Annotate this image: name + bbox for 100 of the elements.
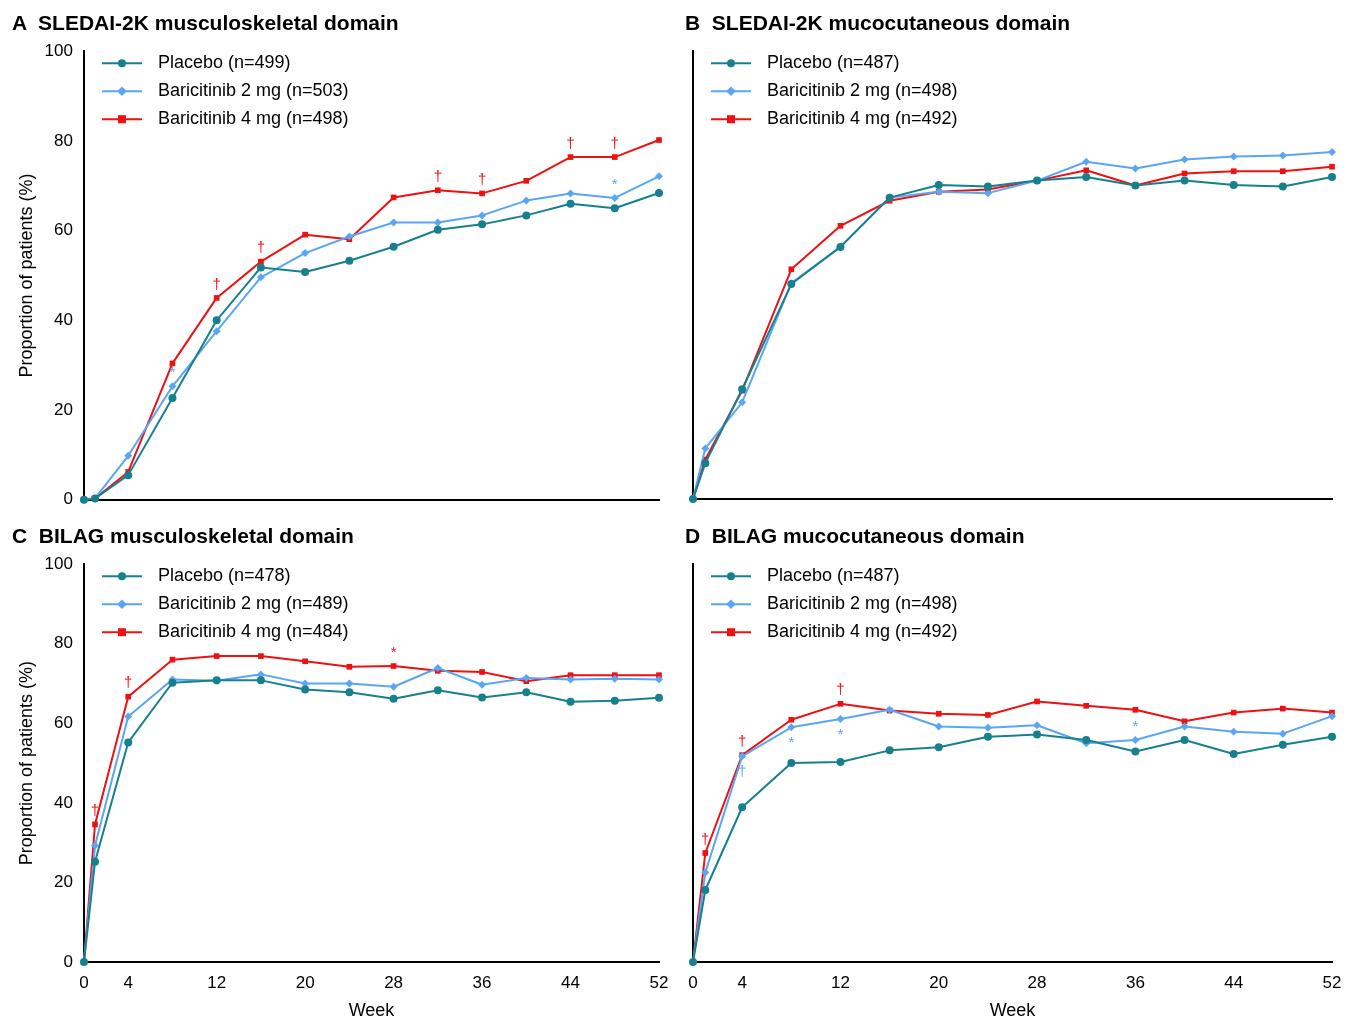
point xyxy=(934,743,943,752)
legend-label: Baricitinib 2 mg (n=498) xyxy=(767,593,958,614)
point xyxy=(738,398,747,407)
point xyxy=(1180,736,1189,745)
point xyxy=(701,868,710,877)
point xyxy=(787,759,796,768)
annotation: † xyxy=(433,166,442,184)
point xyxy=(1230,709,1237,716)
legend-label: Baricitinib 4 mg (n=484) xyxy=(157,621,349,642)
point xyxy=(124,738,133,747)
point xyxy=(168,393,177,402)
point xyxy=(1278,151,1287,160)
point xyxy=(1034,698,1040,705)
y-axis-title: Proportion of patients (%) xyxy=(15,173,36,378)
point xyxy=(478,220,487,229)
point xyxy=(836,757,845,766)
point xyxy=(610,696,619,705)
point xyxy=(934,722,943,731)
point xyxy=(478,693,487,702)
annotation: † xyxy=(701,829,710,847)
point xyxy=(1083,702,1090,709)
x-axis-title: Week xyxy=(989,1000,1037,1021)
point xyxy=(983,182,992,191)
point xyxy=(345,688,354,697)
point xyxy=(301,685,310,694)
annotation: † xyxy=(836,680,845,698)
x-tick-label: 36 xyxy=(472,972,492,992)
point xyxy=(345,679,354,688)
point xyxy=(701,459,710,468)
point xyxy=(345,256,354,265)
y-tick-label: 20 xyxy=(54,872,73,892)
chart-title: C BILAG musculoskeletal domain xyxy=(12,524,354,548)
point xyxy=(256,273,265,282)
point xyxy=(701,886,710,894)
point xyxy=(1328,173,1336,182)
point xyxy=(983,189,992,198)
point xyxy=(610,193,619,202)
x-tick-label: 20 xyxy=(929,972,949,992)
point xyxy=(522,211,531,220)
point xyxy=(1180,155,1189,164)
point xyxy=(523,178,530,184)
point xyxy=(655,172,663,181)
point xyxy=(124,471,133,480)
point xyxy=(479,190,485,197)
x-tick-label: 0 xyxy=(688,972,698,992)
x-tick-label: 28 xyxy=(384,972,404,992)
annotation: † xyxy=(566,133,575,151)
point xyxy=(1278,182,1287,191)
point xyxy=(346,664,353,670)
point xyxy=(985,712,991,718)
point xyxy=(390,663,397,669)
legend-label: Baricitinib 2 mg (n=498) xyxy=(767,80,958,101)
point xyxy=(124,451,133,460)
point xyxy=(522,688,531,697)
y-tick-label: 80 xyxy=(54,130,73,150)
point xyxy=(1082,157,1091,166)
point xyxy=(787,723,796,732)
legend-label: Placebo (n=487) xyxy=(767,52,900,73)
point xyxy=(389,218,398,227)
point xyxy=(885,746,894,755)
annotation: † xyxy=(90,801,100,818)
point xyxy=(1083,167,1090,174)
point xyxy=(302,231,308,238)
point xyxy=(1131,164,1140,173)
x-tick-label: 12 xyxy=(207,972,227,992)
point xyxy=(934,181,943,190)
point xyxy=(1082,173,1091,182)
annotation: * xyxy=(837,724,844,742)
x-axis-title: Week xyxy=(348,1000,396,1021)
annotation: * xyxy=(169,362,176,380)
legend-label: Baricitinib 4 mg (n=492) xyxy=(767,108,958,129)
point xyxy=(213,295,220,301)
point xyxy=(788,716,795,723)
point xyxy=(124,712,133,721)
chart-title: B SLEDAI-2K mucocutaneous domain xyxy=(685,11,1071,35)
annotation: † xyxy=(124,673,133,691)
x-tick-label: 44 xyxy=(561,972,580,992)
y-tick-label: 0 xyxy=(63,489,73,509)
annotation: † xyxy=(737,761,747,779)
point xyxy=(212,327,221,336)
point xyxy=(610,204,619,213)
point xyxy=(302,658,308,665)
point xyxy=(256,676,265,685)
y-tick-label: 80 xyxy=(54,633,73,653)
point xyxy=(433,218,442,227)
point xyxy=(788,266,795,273)
legend-label: Baricitinib 4 mg (n=498) xyxy=(157,108,349,129)
point xyxy=(168,382,177,391)
x-tick-label: 4 xyxy=(737,972,747,992)
point xyxy=(389,682,398,691)
point xyxy=(1280,168,1286,175)
annotation: † xyxy=(212,274,221,292)
point xyxy=(435,187,441,194)
point xyxy=(169,656,176,663)
point xyxy=(611,154,618,160)
point xyxy=(389,694,398,703)
y-tick-label: 60 xyxy=(54,220,73,240)
point xyxy=(1229,181,1238,190)
point xyxy=(212,316,221,325)
point xyxy=(91,857,100,866)
